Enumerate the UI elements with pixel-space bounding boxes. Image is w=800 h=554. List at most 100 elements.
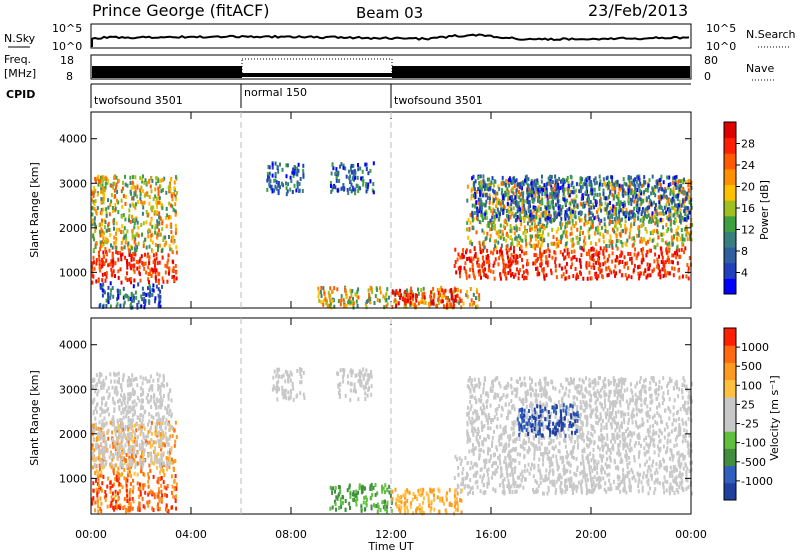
data-cell [653,229,656,233]
data-cell [139,490,142,495]
data-cell [148,261,151,266]
data-cell [113,217,116,222]
data-cell [94,500,97,505]
data-cell [160,189,163,194]
data-cell [91,198,93,203]
data-cell [482,178,485,183]
data-cell [133,439,136,444]
data-cell [133,217,136,222]
data-cell [342,372,345,377]
data-cell [531,215,534,220]
data-cell [641,183,643,188]
data-cell [493,239,496,244]
data-cell [548,212,551,217]
data-cell [339,368,342,373]
data-cell [560,266,563,271]
data-cell [339,497,342,502]
data-cell [534,183,537,188]
data-cell [95,422,97,427]
data-cell [483,262,486,267]
data-cell [99,473,102,478]
data-cell [120,280,123,285]
nsearch-label: N.Search [746,28,796,41]
data-cell [494,257,497,262]
data-cell [114,386,117,391]
data-cell [558,204,561,209]
data-cell [155,412,158,417]
data-cell [150,420,153,425]
data-cell [634,247,636,252]
data-cell [279,162,281,167]
data-cell [155,405,158,410]
data-cell [653,267,656,272]
data-cell [619,218,622,223]
data-cell [570,249,573,254]
data-cell [473,186,476,191]
data-cell [537,205,540,210]
data-cell [367,386,370,391]
data-cell [575,257,578,262]
data-cell [523,207,526,212]
data-cell [96,402,99,407]
data-cell [292,174,295,179]
data-cell [598,174,601,179]
data-cell [155,268,158,273]
data-cell [486,231,489,236]
data-cell [598,203,601,208]
data-cell [99,285,102,290]
data-cell [133,296,135,301]
data-cell [511,272,514,276]
data-cell [124,182,127,187]
data-cell [125,236,128,241]
data-cell [370,369,373,374]
data-cell [679,179,682,184]
data-cell [128,208,131,213]
data-cell [292,167,295,172]
data-cell [574,215,577,220]
data-cell [661,238,664,243]
data-cell [558,176,561,181]
data-cell [606,196,609,201]
data-cell [544,217,547,222]
data-cell [640,224,643,228]
data-cell [100,463,103,468]
data-cell [123,460,126,465]
data-cell [369,486,372,491]
data-cell [618,206,621,211]
data-cell [365,167,368,171]
data-cell [403,292,406,297]
data-cell [129,175,132,180]
data-cell [117,447,120,452]
data-cell [658,196,661,201]
data-cell [676,231,679,236]
data-cell [99,436,102,441]
data-cell [536,272,539,277]
data-cell [543,183,546,188]
data-cell [100,386,103,391]
data-cell [514,200,517,205]
data-cell [457,252,460,257]
data-cell [101,288,104,293]
data-cell [117,399,119,404]
data-cell [648,263,651,268]
data-cell [486,216,489,221]
data-cell [155,204,158,209]
data-cell [640,260,643,265]
data-cell [496,207,499,212]
data-cell [466,290,468,295]
data-cell [114,451,117,456]
data-cell [130,426,133,431]
data-cell [478,293,481,298]
data-cell [543,276,546,281]
data-cell [414,293,417,298]
data-cell [564,201,567,206]
data-cell [683,237,686,242]
data-cell [110,262,112,267]
data-cell [494,179,497,184]
data-cell [674,177,677,182]
data-cell [133,246,136,251]
data-cell [525,244,528,249]
data-cell [283,392,286,396]
data-cell [602,262,605,267]
data-cell [173,468,175,472]
